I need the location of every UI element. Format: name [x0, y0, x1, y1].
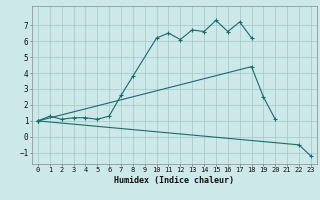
X-axis label: Humidex (Indice chaleur): Humidex (Indice chaleur)	[115, 176, 234, 185]
